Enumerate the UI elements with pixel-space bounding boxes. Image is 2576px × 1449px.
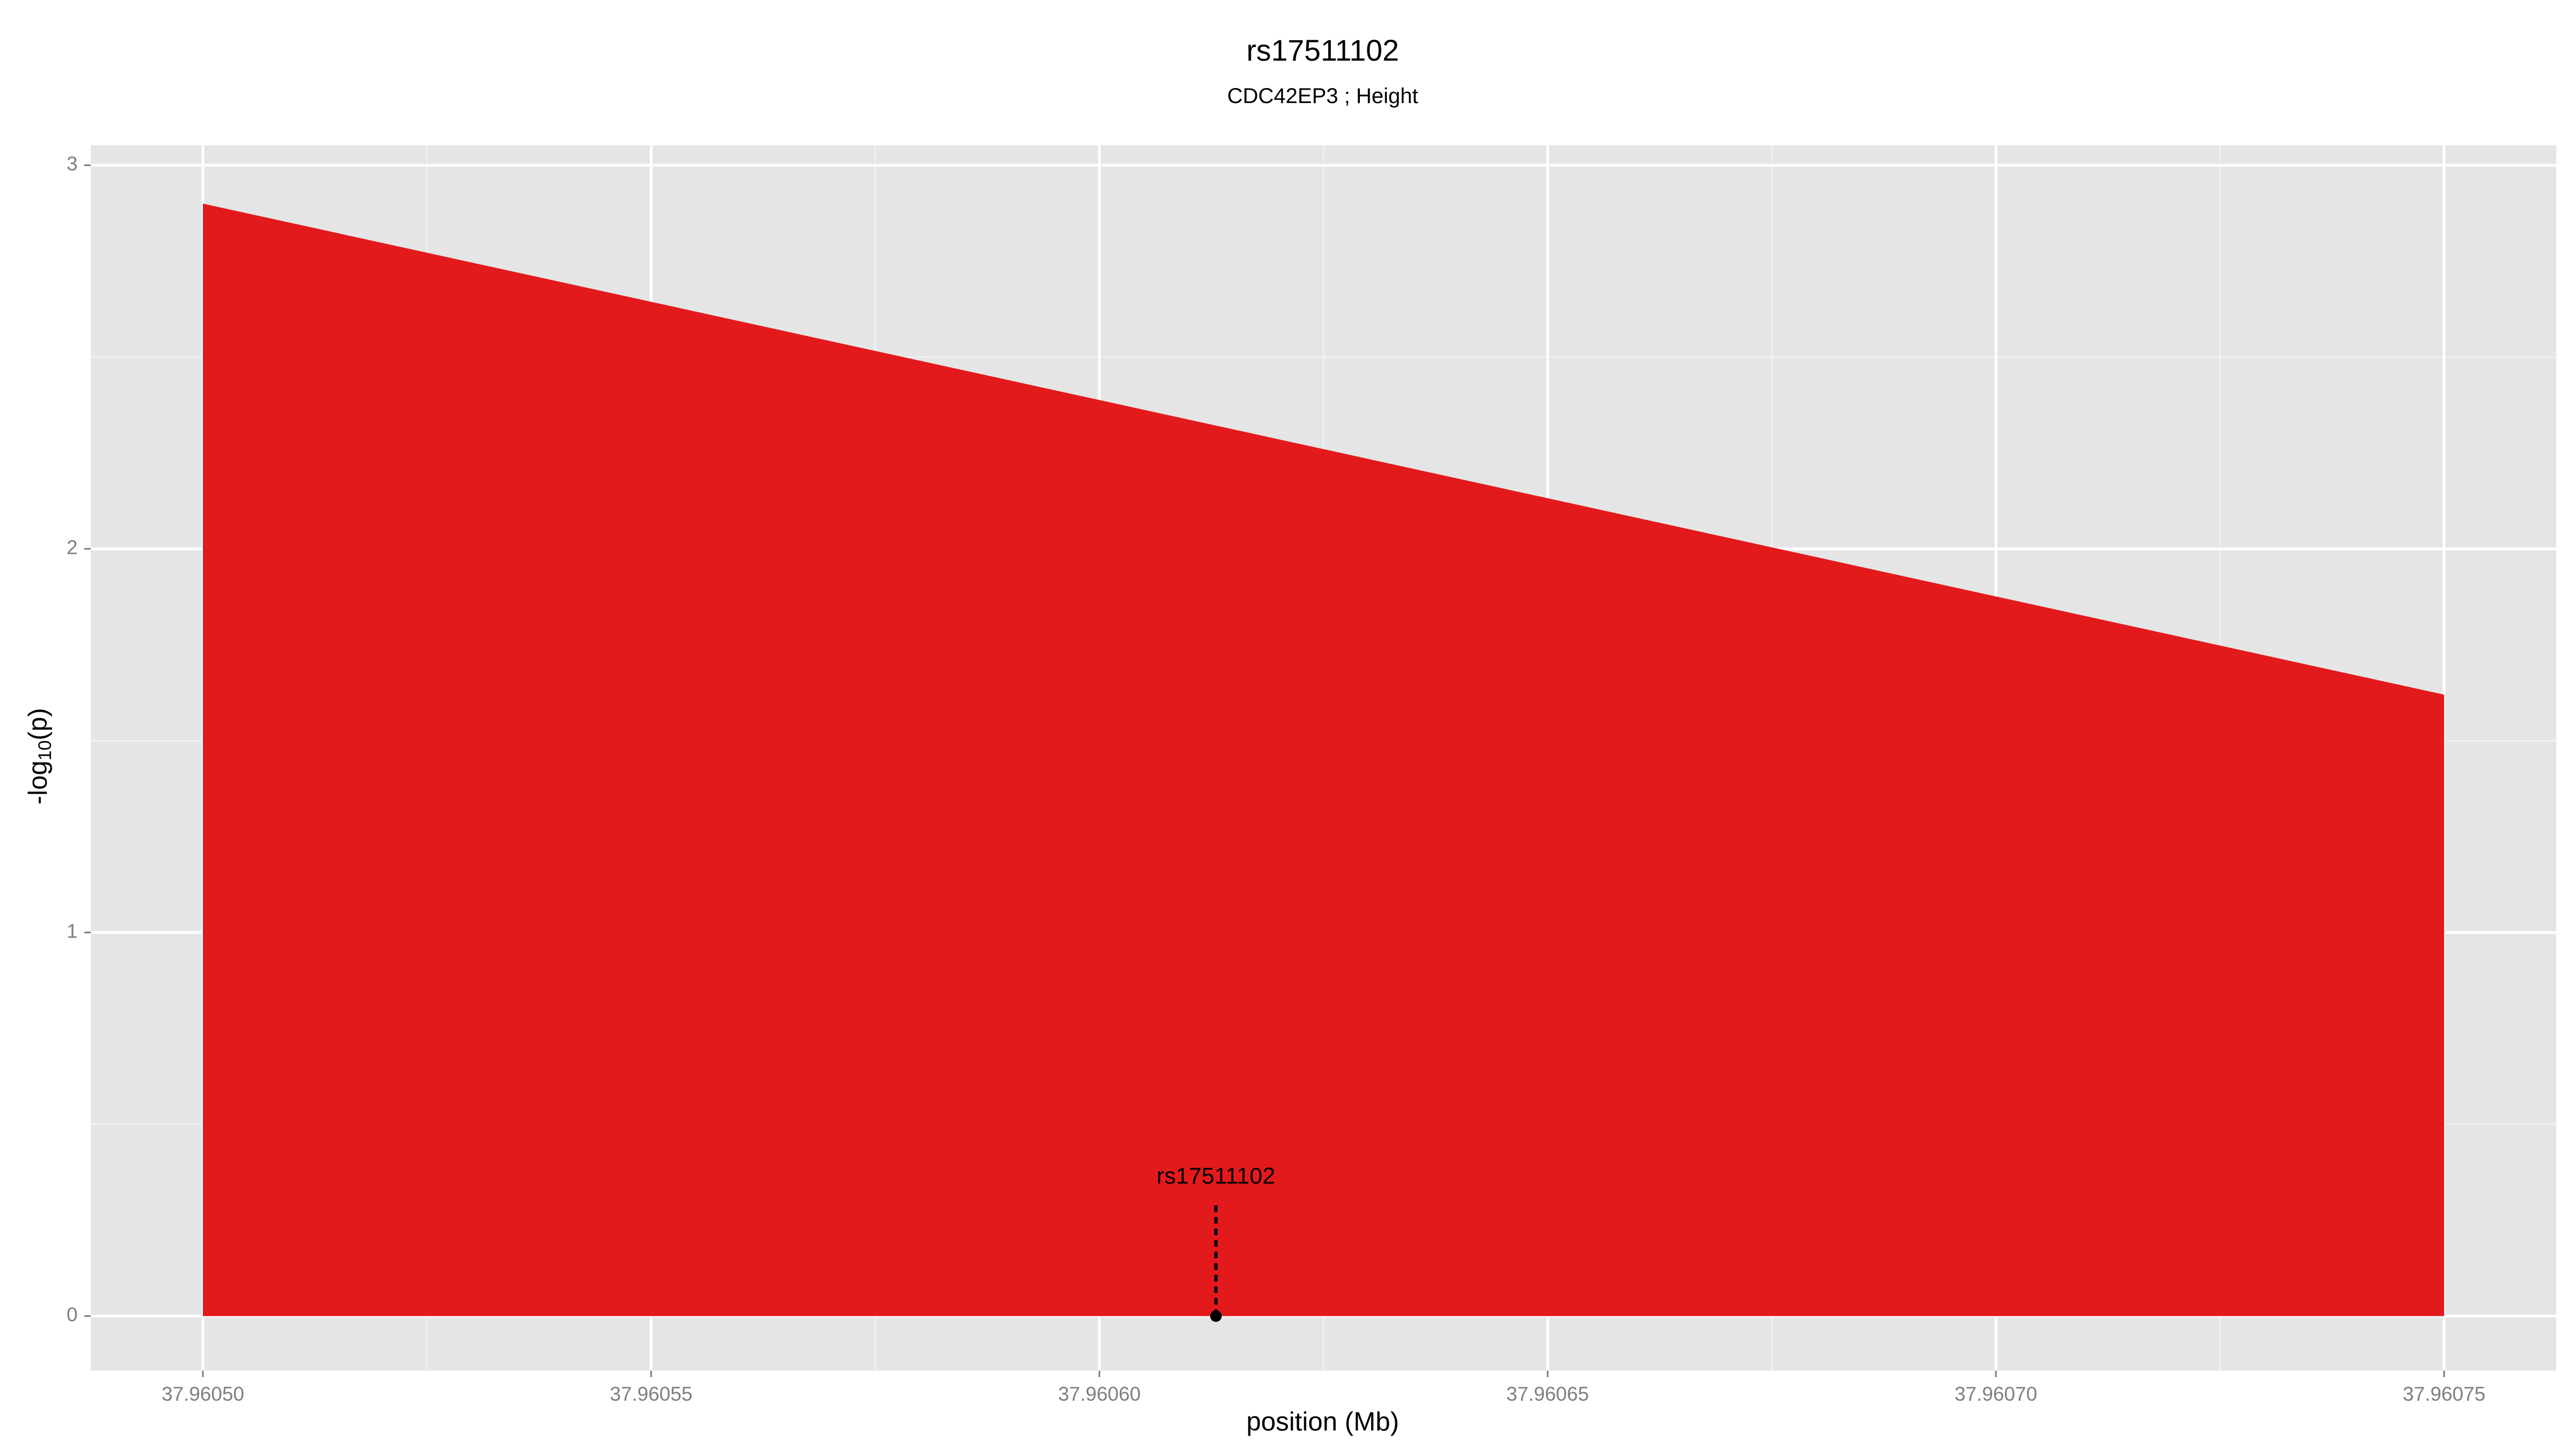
y-label-subscript: 10 xyxy=(35,740,55,760)
y-label-suffix: (p) xyxy=(23,708,53,740)
x-tick-label: 37.96055 xyxy=(610,1383,692,1405)
y-tick-label: 1 xyxy=(67,920,78,942)
x-tick-label: 37.96075 xyxy=(2403,1383,2485,1405)
x-tick-label: 37.96050 xyxy=(162,1383,244,1405)
x-tick-label: 37.96065 xyxy=(1506,1383,1589,1405)
x-tick-label: 37.96070 xyxy=(1955,1383,2037,1405)
y-tick-label: 3 xyxy=(67,153,78,175)
x-axis-label: position (Mb) xyxy=(1246,1407,1399,1436)
y-label-prefix: -log xyxy=(23,760,53,804)
x-tick-label: 37.96060 xyxy=(1058,1383,1141,1405)
area xyxy=(203,203,2445,1316)
y-tick-label: 0 xyxy=(67,1304,78,1326)
y-tick-label: 2 xyxy=(67,536,78,558)
y-axis-label: -log10(p) xyxy=(23,708,55,804)
chart-subtitle: CDC42EP3 ; Height xyxy=(1227,84,1418,108)
annotation-point xyxy=(1210,1310,1222,1322)
chart-title: rs17511102 xyxy=(1246,34,1399,67)
annotation-label: rs17511102 xyxy=(1157,1163,1275,1189)
